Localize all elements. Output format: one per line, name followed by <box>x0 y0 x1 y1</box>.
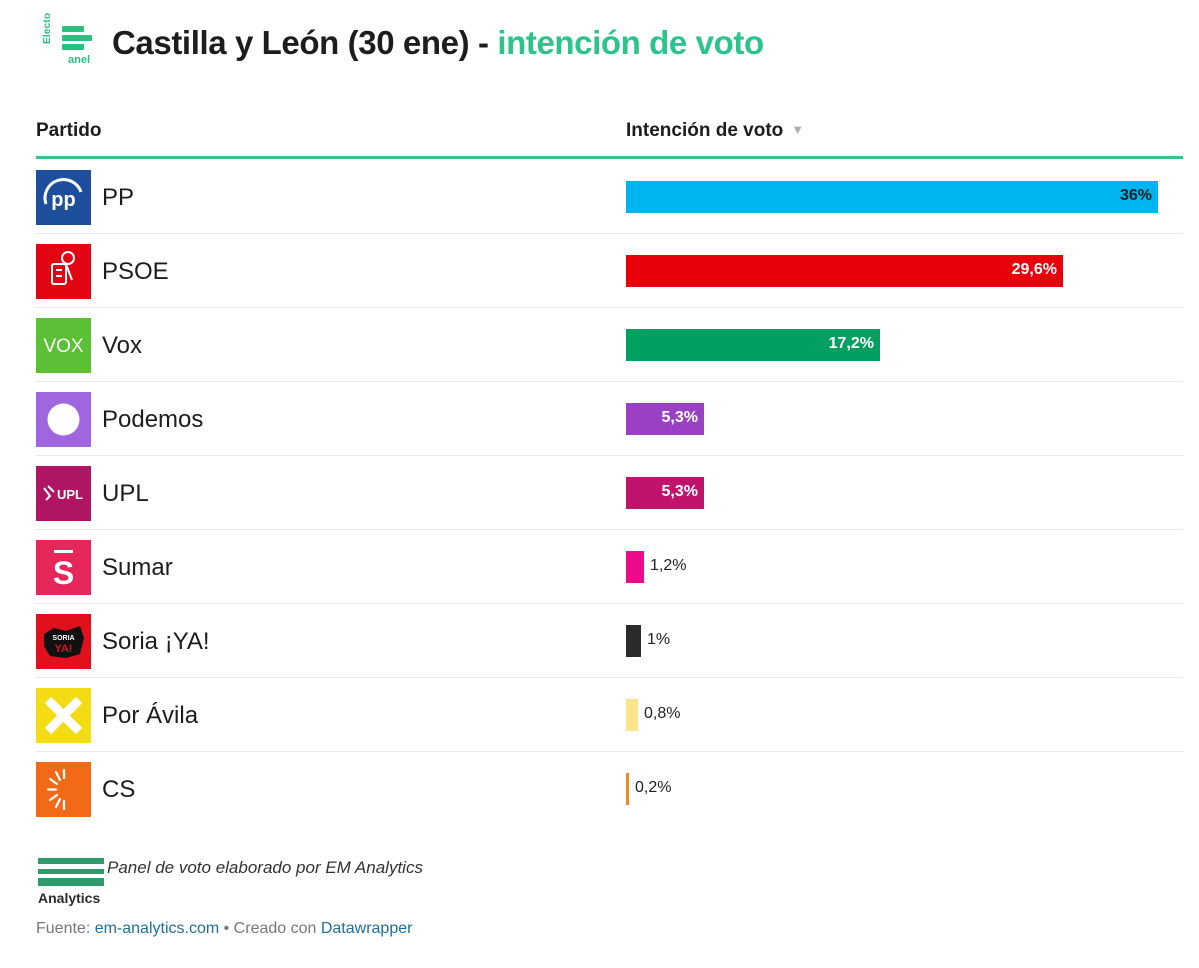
bar <box>626 255 1063 287</box>
chart-header: Electo anel Castilla y León (30 ene) - i… <box>42 13 764 68</box>
por-avila-logo-icon <box>36 688 91 743</box>
svg-text:SORIA: SORIA <box>52 635 74 642</box>
vox-logo-icon: VOX <box>36 318 91 373</box>
title-main: Castilla y León (30 ene) - <box>112 24 498 61</box>
source-link[interactable]: em-analytics.com <box>94 920 220 937</box>
upl-logo-icon: UPL <box>36 466 91 521</box>
footer-note: Panel de voto elaborado por EM Analytics <box>107 858 423 877</box>
svg-text:YA!: YA! <box>55 643 73 655</box>
bar <box>626 181 1158 213</box>
bar <box>626 477 704 509</box>
table-row: SORIA YA! Soria ¡YA! 1% <box>36 604 1183 678</box>
svg-text:S: S <box>53 555 74 591</box>
table-row: VOX Vox 17,2% <box>36 308 1183 382</box>
chart-rows: pp PP 36% PSOE 29,6% VOX Vox 17,2% Podemos 5,3% UP… <box>36 160 1183 826</box>
table-row: pp PP 36% <box>36 160 1183 234</box>
column-vote-label: Intención de voto <box>626 120 784 141</box>
podemos-logo-icon <box>36 392 91 447</box>
datawrapper-link[interactable]: Datawrapper <box>320 920 413 937</box>
logo-top-text: Electo <box>42 12 53 44</box>
column-header-party: Partido <box>36 120 101 142</box>
source-prefix: Fuente: <box>36 920 95 937</box>
header-rule <box>36 156 1183 159</box>
em-analytics-logo: Analytics <box>38 858 106 908</box>
party-name: PP <box>102 184 135 211</box>
data-label: 0,2% <box>635 779 672 796</box>
table-row: CS 0,2% <box>36 752 1183 826</box>
bar <box>626 699 638 731</box>
chart-title: Castilla y León (30 ene) - intención de … <box>112 24 764 62</box>
data-label: 1% <box>647 631 671 648</box>
svg-text:pp: pp <box>51 189 75 211</box>
data-label: 0,8% <box>644 705 681 722</box>
table-row: Podemos 5,3% <box>36 382 1183 456</box>
sumar-logo-icon: S <box>36 540 91 595</box>
party-name: Sumar <box>102 554 173 581</box>
data-label: 29,6% <box>1011 261 1057 278</box>
sort-arrow-icon[interactable]: ▼ <box>791 122 805 137</box>
table-row: Por Ávila 0,8% <box>36 678 1183 752</box>
title-accent: intención de voto <box>497 24 764 61</box>
psoe-logo-icon <box>36 244 91 299</box>
table-row: S Sumar 1,2% <box>36 530 1183 604</box>
pp-logo-icon: pp <box>36 170 91 225</box>
column-party-label: Partido <box>36 120 102 141</box>
table-row: UPL UPL 5,3% <box>36 456 1183 530</box>
bar <box>626 551 644 583</box>
svg-text:VOX: VOX <box>43 336 83 357</box>
data-label: 5,3% <box>661 483 698 500</box>
table-row: PSOE 29,6% <box>36 234 1183 308</box>
em-logo-text: Analytics <box>38 890 101 906</box>
data-label: 5,3% <box>661 409 698 426</box>
party-name: CS <box>102 776 136 803</box>
bar <box>626 403 704 435</box>
party-name: Podemos <box>102 406 204 433</box>
bar <box>626 773 629 805</box>
bar <box>626 329 880 361</box>
data-label: 1,2% <box>650 557 687 574</box>
source-separator: • Creado con <box>219 920 321 937</box>
logo-bottom-text: anel <box>68 54 91 66</box>
party-name: Por Ávila <box>102 702 199 729</box>
data-label: 17,2% <box>828 335 874 352</box>
cs-logo-icon <box>36 762 91 817</box>
party-name: Vox <box>102 332 143 359</box>
logo-bars-icon <box>62 26 92 60</box>
party-name: UPL <box>102 480 149 507</box>
source-line: Fuente: em-analytics.com • Creado con Da… <box>36 920 412 938</box>
soria-ya-logo-icon: SORIA YA! <box>36 614 91 669</box>
data-label: 36% <box>1119 187 1152 204</box>
electopanel-logo: Electo anel <box>42 13 102 68</box>
bar <box>626 625 641 657</box>
column-header-vote[interactable]: Intención de voto ▼ <box>626 120 804 142</box>
party-name: Soria ¡YA! <box>102 628 210 655</box>
svg-text:UPL: UPL <box>57 487 83 502</box>
party-name: PSOE <box>102 258 169 285</box>
